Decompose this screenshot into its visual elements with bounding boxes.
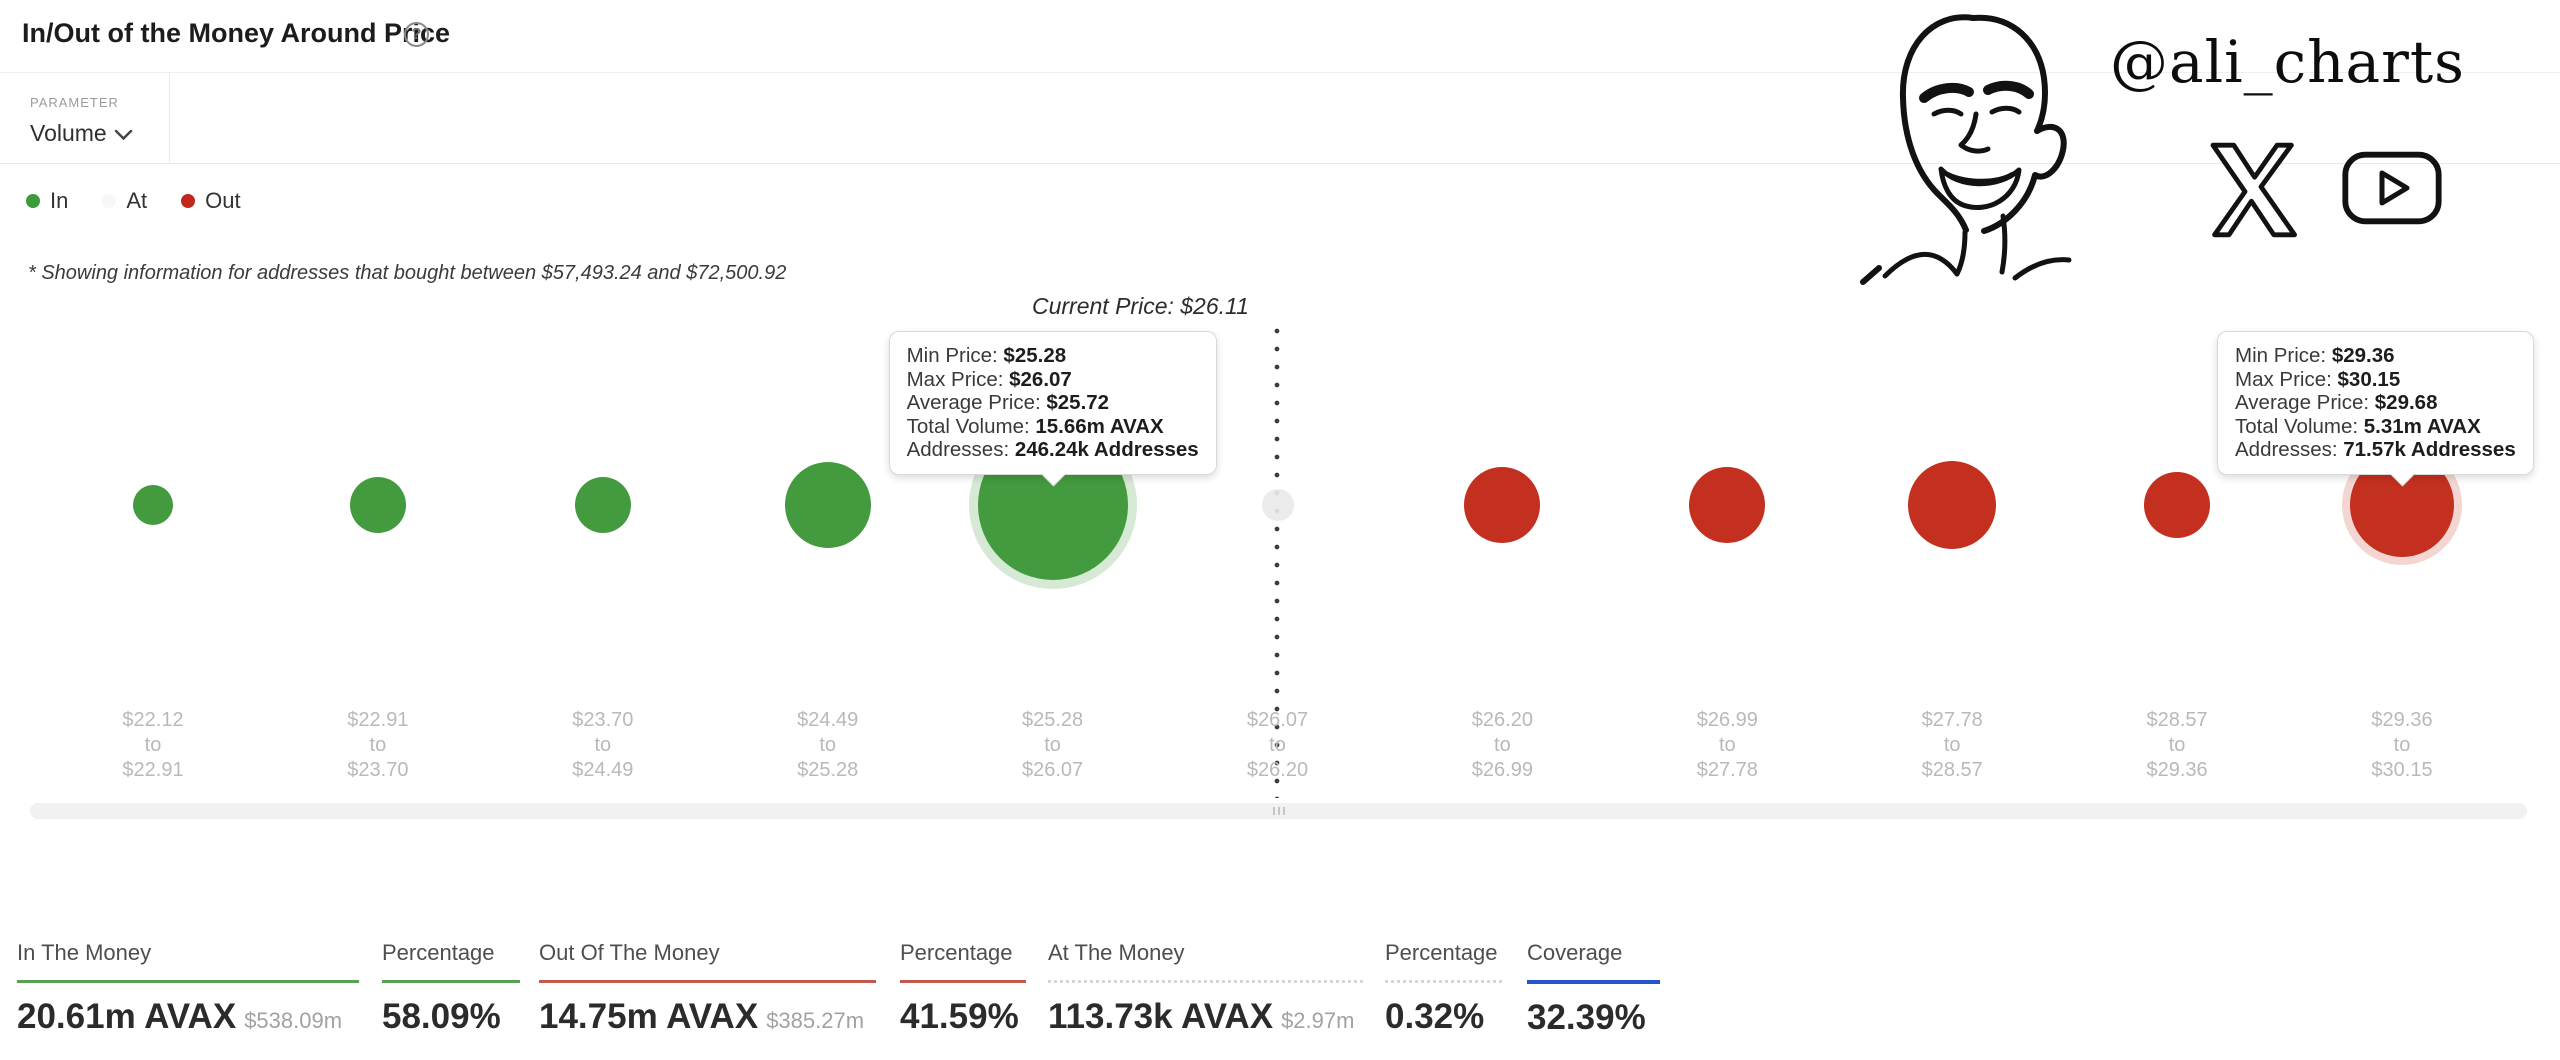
parameter-value: Volume bbox=[30, 120, 107, 146]
divider bbox=[0, 72, 2560, 73]
legend-label: Out bbox=[205, 188, 241, 213]
stat-label: Percentage bbox=[1385, 940, 1502, 983]
stat-label: At The Money bbox=[1048, 940, 1363, 983]
stat-percentage: Percentage 41.59% bbox=[900, 940, 1026, 1037]
legend-dot bbox=[102, 194, 117, 208]
bubble-out-26.20[interactable] bbox=[1464, 467, 1541, 543]
stat-percentage: Percentage 0.32% bbox=[1385, 940, 1502, 1037]
x-axis-label: $26.99 to $27.78 bbox=[1696, 709, 1758, 781]
x-axis-label: $26.20 to $26.99 bbox=[1471, 709, 1533, 781]
watermark-handle: @ali_charts bbox=[2110, 28, 2465, 96]
x-axis-label: $23.70 to $24.49 bbox=[572, 709, 634, 781]
x-logo-icon bbox=[2210, 142, 2297, 238]
stat-out-of-the-money: Out Of The Money 14.75m AVAX $385.27m bbox=[539, 940, 876, 1037]
range-note: * Showing information for addresses that… bbox=[28, 262, 787, 284]
face-sketch bbox=[1860, 14, 2072, 285]
legend-item-at[interactable]: At bbox=[102, 188, 147, 214]
bubble-in-24.49[interactable] bbox=[784, 462, 871, 548]
parameter-label: PARAMETER bbox=[30, 95, 119, 110]
x-axis-label: $26.07 to $26.20 bbox=[1246, 709, 1309, 781]
youtube-logo-icon bbox=[2342, 151, 2442, 225]
stat-value: 32.39% bbox=[1527, 998, 1646, 1037]
bubble-out-26.99[interactable] bbox=[1689, 467, 1766, 543]
stat-label: Out Of The Money bbox=[539, 940, 876, 983]
current-price-line bbox=[1274, 322, 1280, 798]
x-axis-label: $25.28 to $26.07 bbox=[1022, 709, 1084, 781]
stat-label: Percentage bbox=[382, 940, 520, 983]
bubble-in-22.12[interactable] bbox=[133, 485, 173, 525]
stat-label: Coverage bbox=[1527, 940, 1660, 984]
legend-label: At bbox=[126, 188, 148, 213]
x-axis-label: $22.12 to $22.91 bbox=[122, 709, 184, 781]
bubble-out-28.57[interactable] bbox=[2144, 472, 2211, 538]
tooltip: Min Price: $29.36 Max Price: $30.15 Averag… bbox=[2217, 331, 2534, 487]
stat-coverage: Coverage 32.39% bbox=[1527, 940, 1660, 1038]
stat-percentage: Percentage 58.09% bbox=[382, 940, 520, 1037]
legend-dot bbox=[26, 194, 40, 208]
x-axis-label: $24.49 to $25.28 bbox=[797, 709, 859, 781]
stat-value: 58.09% bbox=[382, 997, 501, 1036]
scrollbar-grip[interactable] bbox=[1273, 807, 1285, 815]
bubble-in-23.70[interactable] bbox=[574, 477, 631, 533]
legend-label: In bbox=[50, 188, 69, 213]
legend-dot bbox=[181, 194, 196, 208]
help-icon[interactable]: ? bbox=[404, 22, 429, 47]
stat-value: 41.59% bbox=[900, 997, 1019, 1036]
stats-footer: In The Money 20.61m AVAX $538.09m Percentag… bbox=[0, 940, 2560, 1060]
stat-value: 113.73k AVAX $2.97m bbox=[1048, 997, 1355, 1036]
x-axis-label: $27.78 to $28.57 bbox=[1921, 709, 1983, 781]
x-axis-label: $22.91 to $23.70 bbox=[347, 709, 409, 781]
chart-scrollbar[interactable] bbox=[30, 803, 2527, 819]
stat-subvalue: $538.09m bbox=[244, 1008, 343, 1033]
bubble-at-26.07[interactable] bbox=[1261, 489, 1294, 521]
page-title: In/Out of the Money Around Price bbox=[22, 18, 451, 48]
stat-label: Percentage bbox=[900, 940, 1026, 983]
divider bbox=[169, 72, 170, 163]
bubble-in-22.91[interactable] bbox=[349, 477, 406, 533]
tooltip: Min Price: $25.28 Max Price: $26.07 Averag… bbox=[888, 331, 1217, 487]
legend: In At Out bbox=[26, 188, 275, 214]
chevron-down-icon bbox=[114, 129, 132, 141]
stat-label: In The Money bbox=[17, 940, 359, 983]
stat-in-the-money: In The Money 20.61m AVAX $538.09m bbox=[17, 940, 359, 1037]
x-axis-label: $28.57 to $29.36 bbox=[2146, 709, 2208, 781]
parameter-dropdown[interactable]: Volume bbox=[30, 120, 133, 147]
current-price-label: Current Price: $26.11 bbox=[1032, 293, 1249, 319]
stat-value: 14.75m AVAX $385.27m bbox=[539, 997, 865, 1036]
x-axis-label: $29.36 to $30.15 bbox=[2371, 709, 2433, 781]
stat-at-the-money: At The Money 113.73k AVAX $2.97m bbox=[1048, 940, 1363, 1037]
stat-subvalue: $2.97m bbox=[1281, 1008, 1355, 1033]
watermark: @ali_charts bbox=[1855, 0, 2560, 290]
legend-item-out[interactable]: Out bbox=[181, 188, 241, 214]
stat-value: 20.61m AVAX $538.09m bbox=[17, 997, 343, 1036]
stat-value: 0.32% bbox=[1385, 997, 1485, 1036]
legend-item-in[interactable]: In bbox=[26, 188, 68, 214]
stat-subvalue: $385.27m bbox=[766, 1008, 865, 1033]
bubble-out-27.78[interactable] bbox=[1908, 461, 1997, 549]
divider bbox=[0, 163, 2560, 164]
